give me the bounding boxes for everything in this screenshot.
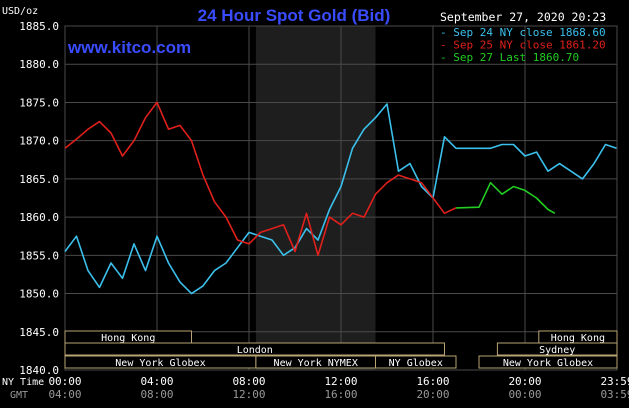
market-session-label: Hong Kong: [101, 333, 155, 344]
y-tick-label: 1855.0: [19, 249, 59, 262]
chart-title: 24 Hour Spot Gold (Bid): [198, 6, 391, 25]
series-line-1: [64, 103, 617, 295]
legend-entry: - Sep 27 Last 1860.70: [440, 51, 579, 64]
x-tick-label-ny: 23:59: [600, 375, 629, 388]
x-tick-label-ny: 04:00: [140, 375, 173, 388]
legend-entry: - Sep 25 NY close 1861.20: [440, 39, 606, 52]
series-line-3: [455, 181, 556, 215]
nymex-session-shade: [255, 26, 376, 370]
market-session-box: [496, 342, 618, 356]
market-session-label: New York Globex: [115, 358, 205, 369]
y-tick-label: 1850.0: [19, 288, 59, 301]
y-tick-label: 1880.0: [19, 58, 59, 71]
market-session-box: [375, 355, 457, 369]
y-tick-label: 1845.0: [19, 326, 59, 339]
unit-label: USD/oz: [2, 6, 38, 17]
y-axis: 1885.0 1880.0 1875.0 1870.0 1865.0 1860.0 1855…: [19, 20, 59, 377]
y-tick-label: 1840.0: [19, 364, 59, 377]
x-tick-label-gmt: 12:00: [232, 388, 265, 401]
market-session-label: NY Globex: [389, 358, 443, 369]
ny-time-label: NY Time: [2, 377, 44, 388]
gmt-label: GMT: [10, 390, 28, 401]
y-tick-label: 1860.0: [19, 211, 59, 224]
x-tick-label-gmt: 08:00: [140, 388, 173, 401]
legend-entry: - Sep 24 NY close 1868.60: [440, 26, 606, 39]
x-tick-label-ny: 20:00: [508, 375, 541, 388]
website-label: www.kitco.com: [67, 38, 191, 57]
market-session-label: Hong Kong: [551, 333, 605, 344]
x-tick-label-ny: 00:00: [48, 375, 81, 388]
x-axis: 00:0004:0004:0008:0008:0012:0012:0016:00…: [48, 375, 629, 401]
x-tick-label-gmt: 03:59: [600, 388, 629, 401]
y-tick-label: 1875.0: [19, 96, 59, 109]
legend: - Sep 24 NY close 1868.60- Sep 25 NY clo…: [440, 26, 606, 64]
y-tick-label: 1870.0: [19, 135, 59, 148]
x-tick-label-ny: 12:00: [324, 375, 357, 388]
market-session-box: [64, 342, 445, 356]
chart-date: September 27, 2020 20:23: [440, 10, 606, 24]
market-session-box: [478, 355, 618, 369]
x-tick-label-gmt: 20:00: [416, 388, 449, 401]
x-tick-label-gmt: 16:00: [324, 388, 357, 401]
y-tick-label: 1885.0: [19, 20, 59, 33]
market-session-label: New York Globex: [503, 358, 593, 369]
x-tick-label-ny: 16:00: [416, 375, 449, 388]
x-tick-label-gmt: 04:00: [48, 388, 81, 401]
market-session-label: London: [237, 345, 273, 356]
market-session-label: New York NYMEX: [274, 358, 358, 369]
market-session-label: Sydney: [539, 345, 575, 356]
y-tick-label: 1865.0: [19, 173, 59, 186]
x-tick-label-ny: 08:00: [232, 375, 265, 388]
series-line-2: [64, 101, 457, 257]
x-tick-label-gmt: 00:00: [508, 388, 541, 401]
